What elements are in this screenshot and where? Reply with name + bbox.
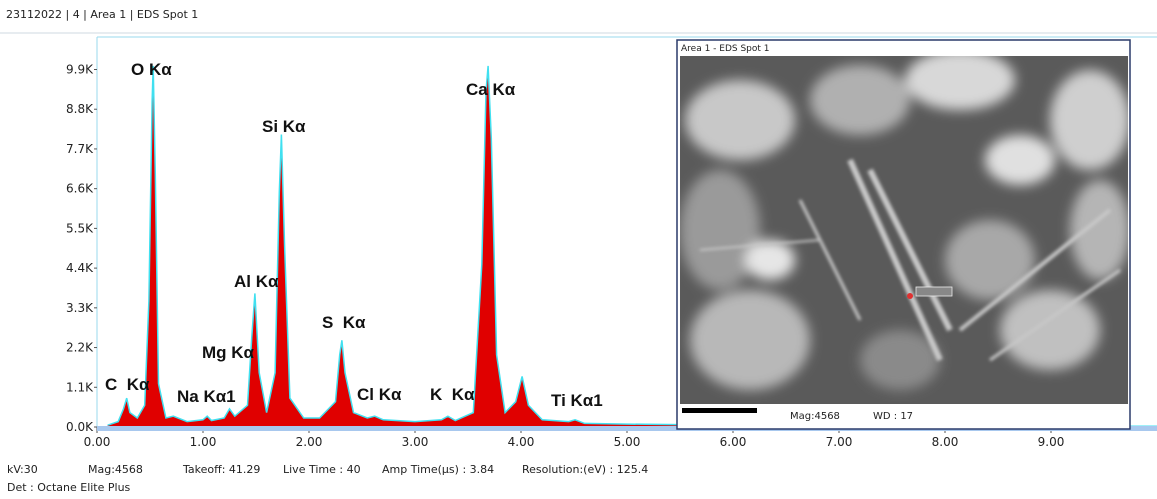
scale-bar [682,408,757,413]
y-tick-label: 8.8K [66,102,94,116]
footer-item: kV:30 [7,463,38,476]
peak-label: O Kα [131,60,172,79]
y-tick-label: 4.4K [66,261,94,275]
x-tick-label: 1.00 [190,435,217,449]
panel-wd: WD : 17 [873,411,913,422]
y-tick-label: 1.1K [66,380,94,394]
footer-item: Live Time : 40 [283,463,361,476]
x-tick-label: 0.00 [84,435,111,449]
sem-image [680,56,1128,404]
y-tick-label: 6.6K [66,182,94,196]
peak-label: Si Kα [262,117,306,136]
x-tick-label: 8.00 [932,435,959,449]
peak-label: Cl Kα [357,385,402,404]
y-tick-label: 9.9K [66,63,94,77]
x-tick-label: 6.00 [720,435,747,449]
footer-line2: Det : Octane Elite Plus [7,481,131,494]
x-tick-label: 7.00 [826,435,853,449]
peak-label: Mg Kα [202,343,255,362]
peak-label: Ca Kα [466,80,516,99]
footer-item: Mag:4568 [88,463,143,476]
spot-marker [907,293,913,299]
footer: kV:30 Mag:4568 Takeoff: 41.29 Live Time : 4… [7,463,648,476]
y-tick-label: 0.0K [66,420,94,434]
x-tick-label: 3.00 [402,435,429,449]
peak-label: Na Kα1 [177,387,236,406]
image-panel: Area 1 - EDS Spot 1 [676,39,1131,430]
spot-label-box [915,286,953,297]
sem-rods [699,158,1121,362]
y-tick-label: 3.3K [66,301,94,315]
y-tick-label: 2.2K [66,341,94,355]
x-tick-label: 9.00 [1038,435,1065,449]
panel-title: Area 1 - EDS Spot 1 [681,44,770,54]
header: 23112022 | 4 | Area 1 | EDS Spot 1 [6,8,198,21]
x-tick-label: 5.00 [614,435,641,449]
y-tick-label: 7.7K [66,142,94,156]
x-tick-label: 2.00 [296,435,323,449]
peak-label: C Kα [105,375,150,394]
peak-label: S Kα [322,313,366,332]
chart: 0.0K 1.1K 2.2K 3.3K 4.4K 5.5K 6.6K 7.7K 8.8K 9.9K… [66,60,1157,449]
peak-label: Al Kα [234,272,279,291]
footer-item: Amp Time(µs) : 3.84 [382,463,494,476]
footer-item: Resolution:(eV) : 125.4 [522,463,648,476]
spectrum-line [107,65,1157,428]
panel-mag: Mag:4568 [790,411,840,422]
y-tick-label: 5.5K [66,221,94,235]
peak-label: K Kα [430,385,475,404]
footer-item: Takeoff: 41.29 [182,463,260,476]
sem-blobs [680,56,1128,390]
x-tick-label: 4.00 [508,435,535,449]
axis-band [97,426,1157,431]
peak-label: Ti Kα1 [551,391,603,410]
